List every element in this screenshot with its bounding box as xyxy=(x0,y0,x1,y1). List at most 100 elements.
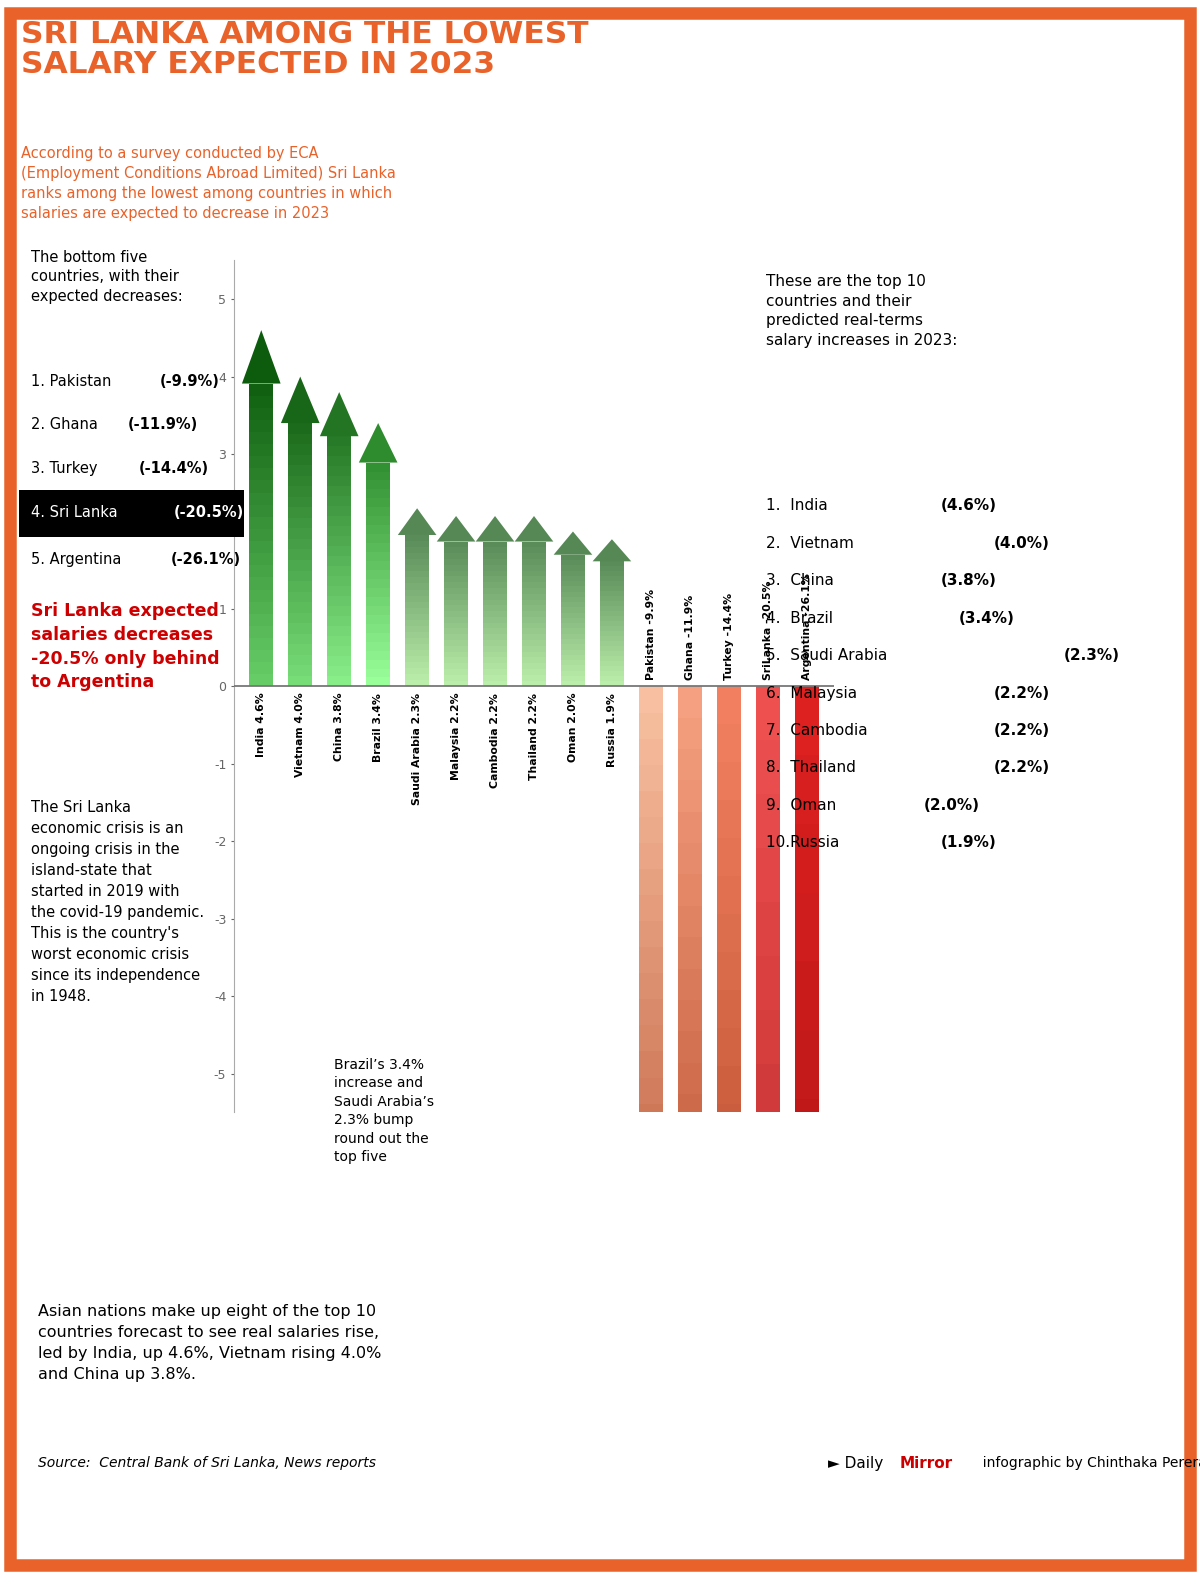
Bar xyxy=(600,592,624,596)
Bar xyxy=(288,486,312,497)
Bar xyxy=(638,922,662,947)
Text: Ghana -11.9%: Ghana -11.9% xyxy=(685,595,695,680)
Bar xyxy=(288,634,312,644)
Bar xyxy=(444,593,468,600)
Bar xyxy=(756,1389,780,1442)
Text: 8.  Thailand: 8. Thailand xyxy=(766,761,860,775)
Text: Brazil’s 3.4%
increase and
Saudi Arabia’s
2.3% bump
round out the
top five: Brazil’s 3.4% increase and Saudi Arabia’… xyxy=(335,1057,434,1165)
Bar xyxy=(600,567,624,571)
Bar xyxy=(482,554,508,559)
Bar xyxy=(482,675,508,680)
Bar xyxy=(756,849,780,903)
Text: 1. Pakistan: 1. Pakistan xyxy=(31,374,115,388)
Bar xyxy=(716,1141,740,1179)
Bar xyxy=(756,1550,780,1578)
Bar xyxy=(482,559,508,565)
Text: (-26.1%): (-26.1%) xyxy=(170,552,241,567)
Bar xyxy=(678,1157,702,1188)
Bar xyxy=(716,1103,740,1141)
Bar xyxy=(638,1207,662,1234)
Bar xyxy=(288,475,312,486)
Bar xyxy=(638,1103,662,1130)
Bar xyxy=(288,623,312,634)
Bar xyxy=(678,1094,702,1125)
Bar xyxy=(678,1408,702,1439)
Bar xyxy=(250,541,274,554)
Bar xyxy=(678,718,702,750)
Bar xyxy=(522,634,546,641)
Polygon shape xyxy=(397,508,437,535)
Bar xyxy=(638,713,662,739)
Bar xyxy=(250,554,274,565)
Bar xyxy=(678,1188,702,1220)
Bar xyxy=(444,680,468,686)
Bar xyxy=(560,555,586,560)
Bar xyxy=(756,1280,780,1335)
Bar xyxy=(482,669,508,675)
Bar xyxy=(522,611,546,617)
Bar xyxy=(794,1098,818,1168)
Bar xyxy=(444,548,468,554)
Bar xyxy=(250,601,274,614)
Bar xyxy=(678,1344,702,1376)
Bar xyxy=(522,582,546,589)
Bar xyxy=(288,603,312,612)
Bar xyxy=(678,1251,702,1281)
Bar xyxy=(522,600,546,606)
Polygon shape xyxy=(553,532,593,555)
Text: Malaysia 2.2%: Malaysia 2.2% xyxy=(451,693,461,780)
Bar xyxy=(366,508,390,516)
Bar xyxy=(250,626,274,638)
Bar xyxy=(794,1512,818,1578)
Bar xyxy=(560,666,586,671)
Bar xyxy=(638,895,662,922)
Bar xyxy=(522,571,546,576)
Bar xyxy=(600,606,624,611)
Bar xyxy=(444,623,468,628)
Text: Sri Lanka expected
salaries decreases
-20.5% only behind
to Argentina: Sri Lanka expected salaries decreases -2… xyxy=(31,603,220,691)
Bar xyxy=(444,565,468,571)
Bar xyxy=(406,667,430,674)
Bar xyxy=(600,562,624,567)
Bar xyxy=(716,800,740,838)
Bar xyxy=(482,582,508,589)
Text: 7.  Cambodia: 7. Cambodia xyxy=(766,723,872,739)
Bar xyxy=(250,480,274,492)
Bar xyxy=(444,663,468,669)
Bar xyxy=(522,641,546,645)
Bar xyxy=(716,838,740,876)
Bar xyxy=(716,876,740,914)
Bar xyxy=(560,675,586,682)
Bar xyxy=(482,600,508,606)
Bar xyxy=(288,540,312,549)
Bar xyxy=(522,658,546,663)
Bar xyxy=(560,608,586,612)
Text: (-9.9%): (-9.9%) xyxy=(160,374,220,388)
Bar xyxy=(638,1026,662,1051)
Bar xyxy=(366,615,390,623)
Text: Saudi Arabia 2.3%: Saudi Arabia 2.3% xyxy=(412,693,422,805)
Bar xyxy=(288,518,312,529)
Bar xyxy=(794,961,818,1030)
Bar xyxy=(794,686,818,756)
Bar xyxy=(678,969,702,1000)
Bar xyxy=(288,571,312,581)
Bar xyxy=(482,663,508,669)
Bar xyxy=(560,682,586,686)
Bar xyxy=(600,587,624,592)
Bar xyxy=(288,675,312,686)
Bar xyxy=(406,608,430,614)
Bar xyxy=(560,603,586,608)
Bar xyxy=(522,652,546,658)
Text: According to a survey conducted by ECA
(Employment Conditions Abroad Limited) Sr: According to a survey conducted by ECA (… xyxy=(20,147,396,221)
Bar xyxy=(444,652,468,658)
Bar xyxy=(328,516,352,527)
Text: (4.6%): (4.6%) xyxy=(941,499,997,513)
Bar xyxy=(638,765,662,791)
Bar xyxy=(482,658,508,663)
Bar xyxy=(250,638,274,650)
Bar xyxy=(482,680,508,686)
Bar xyxy=(560,596,586,603)
Text: Cambodia 2.2%: Cambodia 2.2% xyxy=(490,693,500,787)
Bar xyxy=(716,1483,740,1521)
